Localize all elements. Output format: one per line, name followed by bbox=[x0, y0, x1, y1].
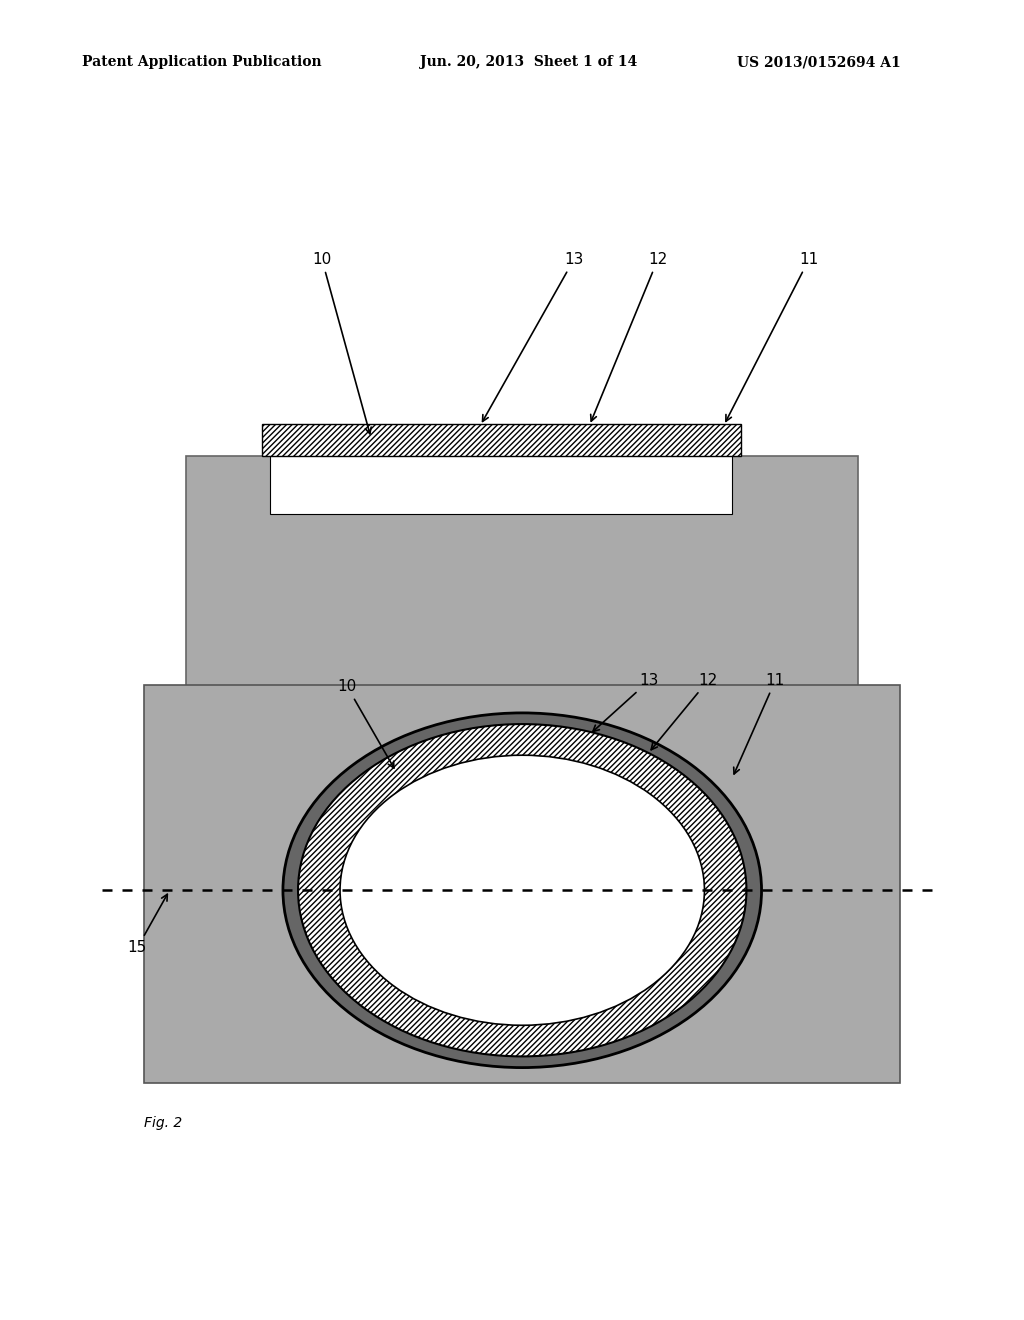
Circle shape bbox=[283, 713, 762, 1068]
Text: 13: 13 bbox=[482, 252, 584, 421]
Circle shape bbox=[298, 725, 746, 1056]
Text: 11: 11 bbox=[726, 252, 818, 421]
Text: 12: 12 bbox=[591, 252, 668, 421]
Text: 10: 10 bbox=[312, 252, 371, 434]
Text: Fig. 1: Fig. 1 bbox=[186, 735, 224, 748]
Bar bbox=[262, 424, 740, 455]
Text: Fig. 2: Fig. 2 bbox=[144, 1115, 182, 1130]
Text: Patent Application Publication: Patent Application Publication bbox=[82, 55, 322, 70]
Circle shape bbox=[340, 755, 705, 1026]
Text: 12: 12 bbox=[651, 673, 718, 750]
Text: US 2013/0152694 A1: US 2013/0152694 A1 bbox=[737, 55, 901, 70]
Text: 13: 13 bbox=[593, 673, 659, 731]
Text: 11: 11 bbox=[734, 673, 785, 774]
Bar bbox=[186, 455, 858, 700]
Text: Jun. 20, 2013  Sheet 1 of 14: Jun. 20, 2013 Sheet 1 of 14 bbox=[420, 55, 637, 70]
Text: 10: 10 bbox=[338, 678, 394, 768]
Bar bbox=[270, 453, 732, 513]
Text: 15: 15 bbox=[128, 894, 167, 956]
